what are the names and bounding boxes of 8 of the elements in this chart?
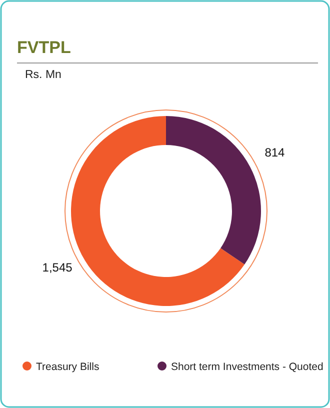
legend-label: Treasury Bills [36,361,100,373]
legend-label: Short term Investments - Quoted [171,361,324,373]
chart-subtitle: Rs. Mn [25,69,62,81]
data-label: 1,545 [42,260,73,275]
chart-title: FVTPL [17,38,71,57]
donut-slice [71,116,245,306]
data-label: 814 [264,146,286,160]
donut-slice [166,116,261,264]
